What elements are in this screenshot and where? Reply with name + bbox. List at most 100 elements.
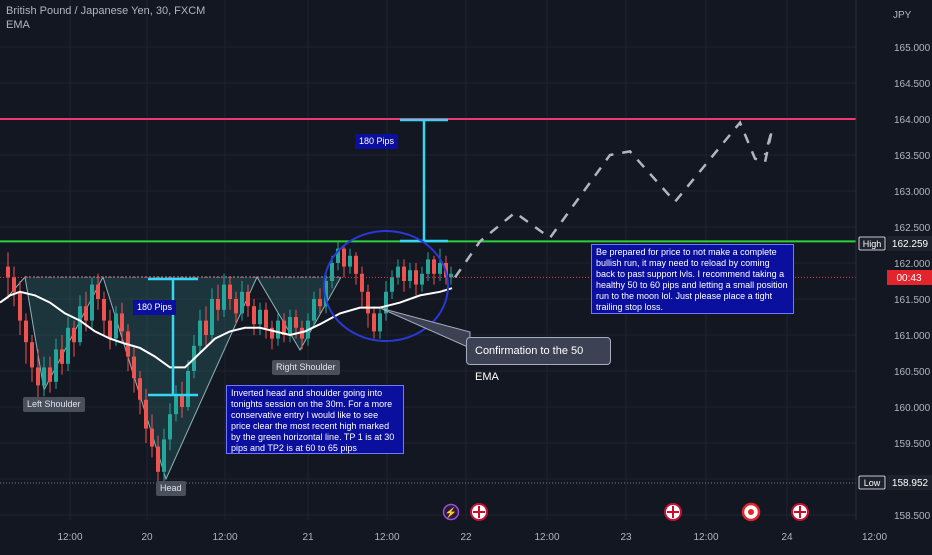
head-label: Head (156, 481, 186, 496)
price-tick-label: 162.000 (894, 259, 931, 270)
candle-body (396, 266, 400, 278)
candle-body (324, 281, 328, 307)
price-tick-label: 159.500 (894, 439, 931, 450)
candle-body (90, 284, 94, 321)
candle-body (30, 342, 34, 368)
low-label: Low (864, 478, 881, 488)
price-tick-label: 164.000 (894, 115, 931, 126)
candle-body (204, 320, 208, 335)
time-tick-label: 20 (141, 532, 153, 543)
indicator-name[interactable]: EMA (6, 19, 30, 31)
candle-body (132, 356, 136, 379)
candle-body (180, 396, 184, 407)
candle-body (36, 367, 40, 386)
time-axis[interactable]: 12:00 20 12:00 21 12:00 22 12:00 23 12:00 24 12:00 (57, 532, 887, 543)
low-value-box (887, 475, 932, 490)
lightning-icon[interactable] (442, 503, 460, 521)
candles (6, 241, 453, 483)
candle-body (114, 313, 118, 339)
price-tick-label: 158.500 (894, 511, 931, 522)
candle-body (276, 320, 280, 339)
confirmation-callout[interactable]: Confirmation to the 50 EMA (466, 337, 611, 383)
candle-body (84, 306, 88, 321)
candle-body (342, 248, 346, 267)
candle-body (336, 248, 340, 263)
candle-body (102, 299, 106, 321)
note-left[interactable]: Inverted head and shoulder going into to… (226, 385, 404, 454)
price-tick-label: 164.500 (894, 79, 931, 90)
countdown-box (887, 270, 932, 285)
price-tick-label: 161.000 (894, 331, 931, 342)
candle-body (198, 320, 202, 346)
candle-body (449, 273, 453, 278)
candle-body (300, 327, 304, 339)
candle-body (354, 255, 358, 274)
pips-label-left: 180 Pips (133, 300, 177, 315)
time-tick-label: 22 (460, 532, 472, 543)
pips-measure-left[interactable] (148, 277, 198, 397)
candle-body (6, 266, 10, 278)
candle-body (186, 371, 190, 407)
candle-body (420, 273, 424, 285)
time-tick-label: 21 (302, 532, 314, 543)
candle-body (12, 277, 16, 292)
candle-body (108, 320, 112, 339)
candle-body (96, 284, 100, 299)
price-tick-label: 161.500 (894, 295, 931, 306)
chart-legend[interactable]: British Pound / Japanese Yen, 30, FXCM E… (6, 4, 205, 32)
currency-label: JPY (893, 10, 912, 21)
candle-body (222, 284, 226, 310)
price-tick-label: 163.000 (894, 187, 931, 198)
candle-body (408, 270, 412, 281)
candle-body (156, 446, 160, 472)
candle-body (378, 313, 382, 332)
candle-body (372, 313, 376, 332)
projection-path (453, 120, 774, 279)
price-tick-label: 162.500 (894, 223, 931, 234)
price-axis[interactable]: 165.000 164.500 164.000 163.500 163.000 162.5… (894, 43, 931, 522)
time-tick-label: 12:00 (862, 532, 887, 543)
right-shoulder-label: Right Shoulder (272, 360, 340, 375)
candle-body (210, 299, 214, 335)
candle-body (252, 306, 256, 325)
confirmation-circle[interactable] (323, 230, 449, 342)
low-value: 158.952 (892, 478, 929, 489)
low-label-box (858, 475, 886, 490)
candle-body (78, 306, 82, 343)
candle-body (426, 259, 430, 274)
candle-body (312, 299, 316, 321)
candle-body (402, 266, 406, 281)
candle-body (390, 277, 394, 292)
note-right[interactable]: Be prepared for price to not make a comp… (591, 244, 794, 314)
candle-body (414, 270, 418, 285)
candle-body (60, 349, 64, 364)
candle-body (282, 320, 286, 335)
time-tick-label: 12:00 (212, 532, 237, 543)
candle-body (294, 317, 298, 328)
candle-body (150, 428, 154, 447)
time-tick-label: 23 (620, 532, 632, 543)
candle-body (174, 396, 178, 415)
time-tick-label: 24 (781, 532, 793, 543)
candle-body (162, 439, 166, 472)
event-icons[interactable]: ⚡ (442, 502, 809, 522)
candle-body (240, 291, 244, 314)
price-tick-label: 165.000 (894, 43, 931, 54)
candle-body (42, 367, 46, 386)
candle-body (216, 299, 220, 310)
pattern-area (25, 277, 341, 479)
time-tick-label: 12:00 (374, 532, 399, 543)
candle-body (366, 291, 370, 314)
candle-body (24, 320, 28, 343)
candle-body (234, 299, 238, 314)
symbol-title[interactable]: British Pound / Japanese Yen, 30, FXCM (6, 5, 206, 17)
high-value-box (887, 236, 932, 251)
candle-body (66, 327, 70, 364)
pips-measure-right[interactable] (400, 118, 448, 243)
ema-line (0, 287, 453, 369)
price-tick-label: 160.000 (894, 403, 931, 414)
candle-body (318, 299, 322, 307)
candle-body (360, 273, 364, 292)
candle-body (264, 309, 268, 328)
